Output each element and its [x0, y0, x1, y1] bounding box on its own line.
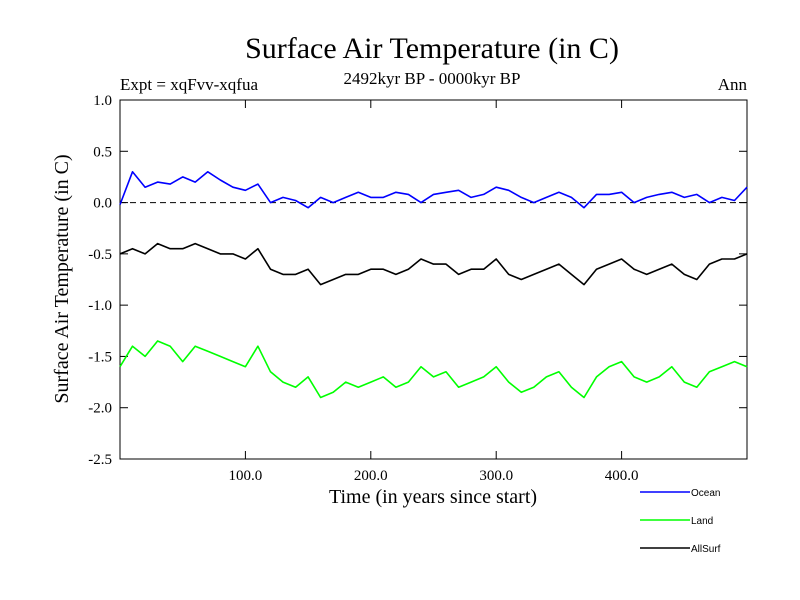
- x-axis: 100.0 200.0 300.0 400.0: [229, 100, 639, 484]
- legend: Ocean Land AllSurf: [640, 488, 721, 555]
- y-tick-label: 0.5: [93, 144, 112, 160]
- series-line-allsurf: [119, 242, 748, 286]
- chart-title: Surface Air Temperature (in C): [245, 32, 619, 65]
- x-axis-label: Time (in years since start): [329, 486, 537, 508]
- y-axis-label: Surface Air Temperature (in C): [51, 154, 73, 403]
- x-tick-label: 300.0: [479, 468, 513, 484]
- x-tick-label: 100.0: [229, 468, 263, 484]
- y-axis: 1.0 0.5 0.0 -0.5 -1.0 -1.5 -2.0 -2.5: [88, 93, 747, 468]
- legend-label-ocean: Ocean: [691, 488, 720, 499]
- series-line-ocean: [119, 171, 748, 209]
- season-label: Ann: [718, 75, 748, 94]
- y-tick-label: 1.0: [93, 93, 112, 109]
- y-tick-label: 0.0: [93, 196, 112, 212]
- x-tick-label: 200.0: [354, 468, 388, 484]
- legend-label-land: Land: [691, 516, 713, 527]
- y-tick-label: -1.0: [88, 298, 112, 314]
- series-group: [119, 171, 748, 399]
- y-tick-label: -2.5: [88, 452, 112, 468]
- plot-frame: [119, 99, 748, 460]
- x-tick-label: 400.0: [605, 468, 639, 484]
- time-range-label: 2492kyr BP - 0000kyr BP: [344, 69, 521, 88]
- y-tick-label: -2.0: [88, 401, 112, 417]
- experiment-label: Expt = xqFvv-xqfua: [120, 75, 258, 94]
- y-tick-label: -0.5: [88, 247, 112, 263]
- legend-label-allsurf: AllSurf: [691, 544, 721, 555]
- y-tick-label: -1.5: [88, 349, 112, 365]
- series-line-land: [119, 340, 748, 399]
